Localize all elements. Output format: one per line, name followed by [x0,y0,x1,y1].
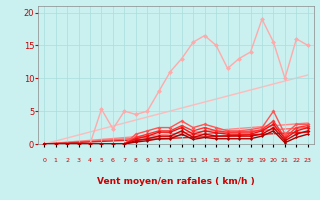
X-axis label: Vent moyen/en rafales ( km/h ): Vent moyen/en rafales ( km/h ) [97,177,255,186]
